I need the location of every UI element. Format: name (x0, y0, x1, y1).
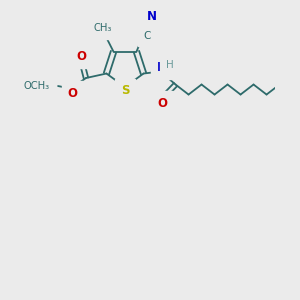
Text: OCH₃: OCH₃ (24, 81, 50, 91)
Text: O: O (67, 86, 77, 100)
Text: O: O (76, 50, 86, 62)
Text: O: O (157, 97, 167, 110)
Text: CH₃: CH₃ (94, 23, 112, 34)
Text: N: N (157, 61, 166, 74)
Text: H: H (166, 59, 173, 70)
Text: S: S (121, 84, 129, 97)
Text: C: C (143, 31, 151, 41)
Text: N: N (146, 10, 157, 23)
